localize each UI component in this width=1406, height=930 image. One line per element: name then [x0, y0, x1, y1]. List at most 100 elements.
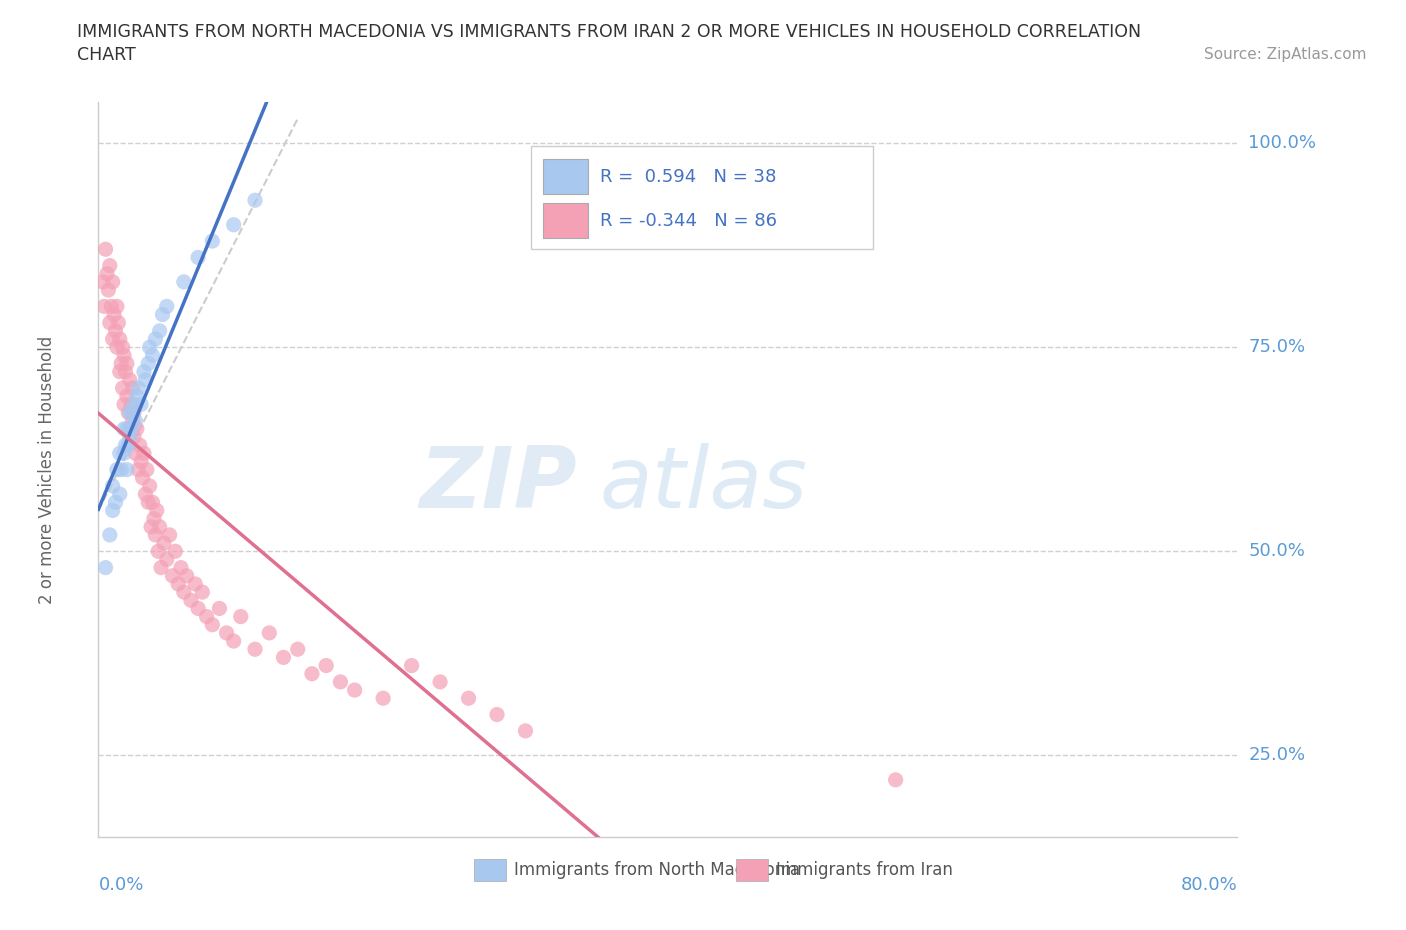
Text: IMMIGRANTS FROM NORTH MACEDONIA VS IMMIGRANTS FROM IRAN 2 OR MORE VEHICLES IN HO: IMMIGRANTS FROM NORTH MACEDONIA VS IMMIG…	[77, 23, 1142, 41]
Point	[94, 242, 117, 257]
Point	[138, 479, 160, 494]
Point	[118, 372, 141, 387]
Point	[134, 372, 156, 387]
Point	[121, 405, 143, 420]
Point	[128, 438, 150, 453]
Text: CHART: CHART	[77, 46, 136, 64]
Point	[153, 536, 176, 551]
Point	[124, 445, 146, 460]
Point	[173, 585, 195, 600]
Point	[108, 486, 131, 501]
Point	[134, 486, 156, 501]
Bar	[737, 859, 768, 881]
Point	[141, 348, 163, 363]
Point	[115, 356, 138, 371]
Point	[120, 397, 142, 412]
Point	[429, 674, 451, 689]
Text: R =  0.594   N = 38: R = 0.594 N = 38	[599, 167, 776, 185]
Point	[135, 462, 157, 477]
Point	[105, 462, 128, 477]
Point	[94, 560, 117, 575]
Point	[104, 324, 127, 339]
Point	[187, 250, 209, 265]
Point	[201, 618, 224, 632]
Point	[111, 339, 134, 354]
Point	[243, 642, 266, 657]
Point	[122, 405, 145, 420]
Text: Immigrants from Iran: Immigrants from Iran	[776, 861, 953, 879]
Point	[121, 380, 143, 395]
Point	[101, 479, 124, 494]
Point	[170, 560, 193, 575]
Bar	[543, 203, 588, 238]
Point	[222, 218, 245, 232]
Point	[112, 445, 135, 460]
Point	[201, 233, 224, 248]
Point	[131, 471, 153, 485]
Text: 2 or more Vehicles in Household: 2 or more Vehicles in Household	[38, 336, 56, 604]
Point	[165, 544, 187, 559]
Point	[343, 683, 366, 698]
Text: R = -0.344   N = 86: R = -0.344 N = 86	[599, 212, 776, 230]
Point	[486, 707, 509, 722]
Point	[101, 332, 124, 347]
Point	[105, 299, 128, 313]
Text: 25.0%: 25.0%	[1249, 747, 1306, 764]
Point	[208, 601, 231, 616]
Point	[373, 691, 395, 706]
Point	[112, 421, 135, 436]
Text: 75.0%: 75.0%	[1249, 339, 1306, 356]
Text: atlas: atlas	[599, 443, 807, 525]
Text: 50.0%: 50.0%	[1249, 542, 1305, 560]
Text: 100.0%: 100.0%	[1249, 134, 1316, 153]
Point	[138, 339, 160, 354]
Point	[132, 365, 155, 379]
Point	[115, 389, 138, 404]
Point	[115, 421, 138, 436]
Point	[120, 421, 142, 436]
Point	[162, 568, 184, 583]
Point	[104, 495, 127, 510]
Point	[173, 274, 195, 289]
Point	[129, 397, 152, 412]
Point	[301, 666, 323, 681]
Point	[401, 658, 423, 673]
Point	[118, 421, 141, 436]
Point	[149, 519, 172, 534]
Point	[150, 560, 173, 575]
Point	[132, 445, 155, 460]
Point	[108, 332, 131, 347]
Point	[103, 307, 125, 322]
Point	[127, 462, 149, 477]
Point	[146, 503, 169, 518]
Point	[98, 315, 121, 330]
Point	[93, 299, 115, 313]
Point	[129, 454, 152, 469]
Point	[136, 356, 159, 371]
Point	[118, 405, 141, 420]
Point	[117, 405, 139, 420]
Text: ZIP: ZIP	[419, 443, 576, 525]
Point	[167, 577, 190, 591]
Point	[156, 299, 179, 313]
Point	[136, 495, 159, 510]
Point	[515, 724, 537, 738]
Point	[100, 299, 122, 313]
Text: 80.0%: 80.0%	[1181, 876, 1237, 894]
Point	[329, 674, 352, 689]
Point	[149, 324, 172, 339]
Point	[115, 462, 138, 477]
Point	[127, 380, 149, 395]
Point	[159, 527, 181, 542]
Text: Immigrants from North Macedonia: Immigrants from North Macedonia	[515, 861, 800, 879]
Point	[125, 421, 148, 436]
Point	[118, 430, 141, 445]
Point	[195, 609, 218, 624]
Point	[156, 552, 179, 567]
Point	[176, 568, 198, 583]
Point	[141, 495, 163, 510]
Point	[124, 413, 146, 428]
Point	[97, 283, 120, 298]
Point	[229, 609, 252, 624]
Point	[139, 519, 162, 534]
